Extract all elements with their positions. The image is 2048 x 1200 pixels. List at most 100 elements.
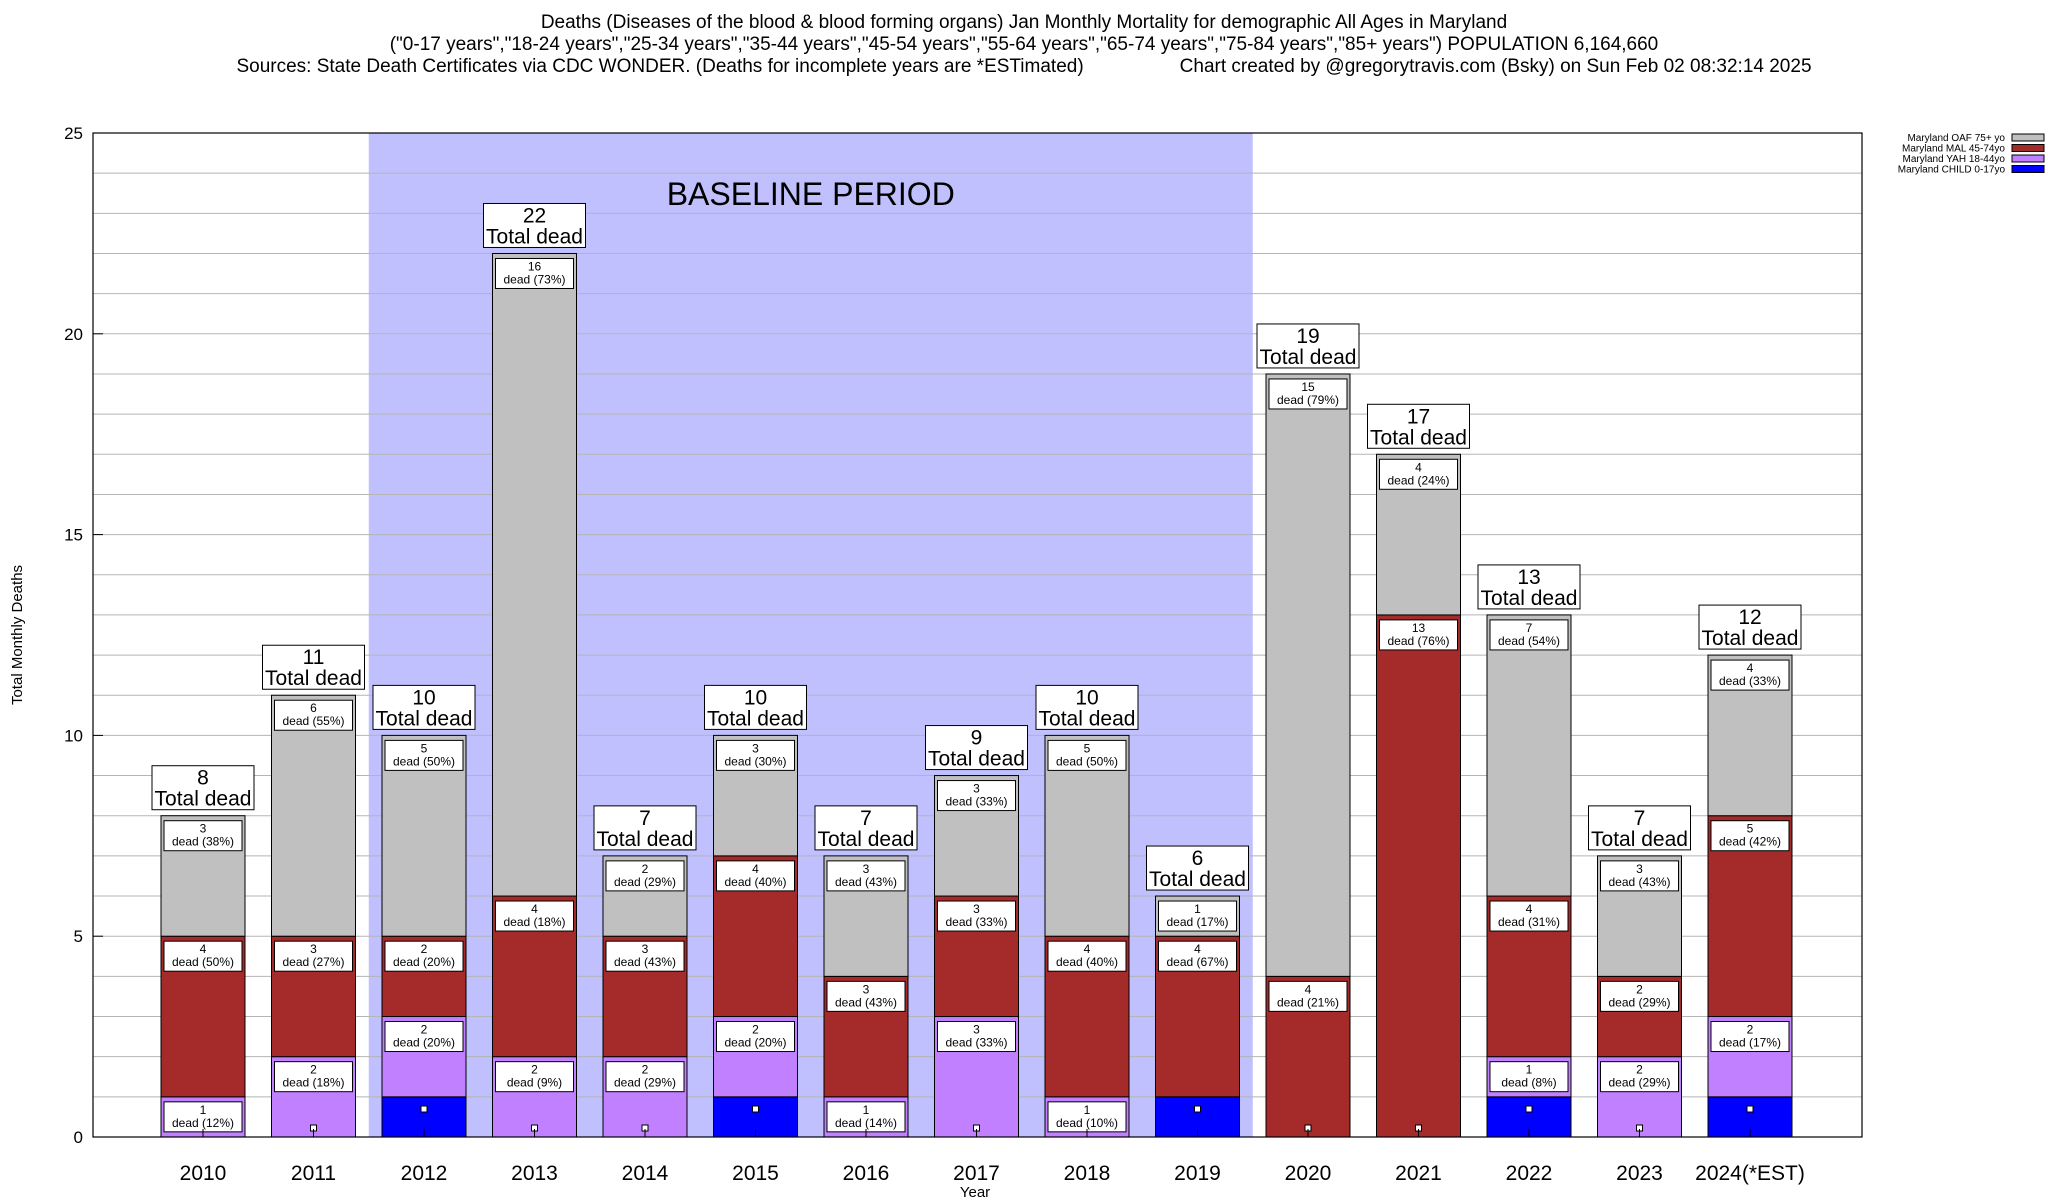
total-text-label: Total dead	[1039, 707, 1136, 730]
segment-label-box	[274, 1061, 353, 1093]
segment-count-label: 3	[310, 942, 317, 956]
segment-label-box	[1710, 659, 1790, 691]
y-tick-label: 0	[74, 1128, 83, 1147]
y-axis-title: Total Monthly Deaths	[9, 565, 26, 705]
segment-pct-label: dead (67%)	[1166, 955, 1228, 969]
total-text-label: Total dead	[1591, 828, 1688, 851]
legend-swatch	[2011, 154, 2045, 163]
segment-count-label: 4	[1305, 982, 1312, 996]
x-tick-label: 2017	[953, 1162, 1000, 1185]
bar-segment	[492, 252, 577, 897]
segment-pct-label: dead (9%)	[507, 1076, 562, 1090]
segment-count-label: 1	[1194, 902, 1201, 916]
segment-label-box	[1047, 940, 1127, 972]
segment-label-box	[1268, 980, 1348, 1012]
segment-pct-label: dead (18%)	[282, 1076, 344, 1090]
segment-count-label: 1	[200, 1103, 207, 1117]
segment-label-box	[1489, 900, 1569, 932]
segment-label-box	[384, 739, 464, 771]
bar-marker	[1746, 1105, 1754, 1113]
segment-label-box	[495, 900, 574, 932]
segment-label-box	[495, 257, 574, 289]
total-count-label: 11	[303, 646, 325, 669]
bar-segment	[1265, 373, 1351, 977]
x-tick-label: 2018	[1064, 1162, 1111, 1185]
segment-pct-label: dead (33%)	[945, 1036, 1007, 1050]
segment-count-label: 2	[752, 1023, 759, 1037]
y-tick-label: 20	[64, 325, 83, 344]
segment-count-label: 4	[531, 902, 538, 916]
x-tick-label: 2023	[1616, 1162, 1663, 1185]
segment-count-label: 3	[863, 982, 870, 996]
segment-label-box	[163, 1101, 243, 1133]
total-count-label: 6	[1192, 847, 1204, 870]
x-tick-label: 2015	[732, 1162, 779, 1185]
x-tick-label: 2020	[1285, 1162, 1332, 1185]
y-tick-label: 15	[64, 526, 83, 545]
segment-label-box	[826, 980, 906, 1012]
segment-pct-label: dead (43%)	[835, 995, 897, 1009]
segment-label-box	[937, 1021, 1016, 1053]
total-text-label: Total dead	[376, 707, 473, 730]
total-label-box	[372, 684, 476, 730]
total-count-label: 7	[639, 807, 651, 830]
segment-count-label: 3	[752, 741, 759, 755]
x-tick-label: 2024(*EST)	[1695, 1162, 1805, 1185]
x-tick-label: 2022	[1506, 1162, 1553, 1185]
segment-count-label: 4	[1194, 942, 1201, 956]
segment-count-label: 2	[421, 1023, 428, 1037]
segment-label-box	[274, 699, 353, 731]
segment-pct-label: dead (33%)	[1719, 674, 1781, 688]
bar-marker	[420, 1105, 428, 1113]
x-tick-label: 2011	[291, 1162, 336, 1185]
segment-label-box	[495, 1061, 574, 1093]
segment-count-label: 3	[1636, 862, 1643, 876]
segment-label-box	[605, 1061, 685, 1093]
segment-label-box	[716, 1021, 795, 1053]
x-tick-label: 2014	[622, 1162, 669, 1185]
legend-label: Maryland MAL 45-74yo	[1902, 144, 2005, 155]
segment-pct-label: dead (17%)	[1719, 1036, 1781, 1050]
segment-count-label: 3	[973, 902, 980, 916]
segment-pct-label: dead (50%)	[393, 754, 455, 768]
bar-segment	[271, 694, 356, 937]
segment-count-label: 4	[1526, 902, 1533, 916]
segment-label-box	[826, 1101, 906, 1133]
total-text-label: Total dead	[1260, 346, 1357, 369]
total-label-box	[704, 684, 807, 730]
segment-count-label: 16	[528, 259, 542, 273]
total-label-box	[1477, 564, 1581, 610]
segment-label-box	[1600, 1061, 1679, 1093]
segment-pct-label: dead (40%)	[724, 875, 786, 889]
segment-count-label: 4	[200, 942, 207, 956]
legend-swatch	[2011, 133, 2045, 142]
x-tick-label: 2013	[511, 1162, 558, 1185]
segment-pct-label: dead (29%)	[1608, 995, 1670, 1009]
legend-label: Maryland CHILD 0-17yo	[1898, 165, 2006, 176]
segment-label-box	[937, 900, 1016, 932]
segment-label-box	[605, 860, 685, 892]
segment-count-label: 4	[752, 862, 759, 876]
segment-label-box	[1047, 739, 1127, 771]
total-label-box	[483, 202, 586, 248]
segment-pct-label: dead (54%)	[1498, 634, 1560, 648]
segment-count-label: 2	[1636, 982, 1643, 996]
bar-marker	[1525, 1105, 1533, 1113]
legend-swatch	[2011, 165, 2045, 173]
segment-label-box	[716, 739, 795, 771]
chart-title-block: Deaths (Diseases of the blood & blood fo…	[0, 12, 2048, 78]
segment-pct-label: dead (79%)	[1277, 393, 1339, 407]
total-text-label: Total dead	[155, 788, 252, 811]
segment-pct-label: dead (27%)	[282, 955, 344, 969]
segment-label-box	[163, 940, 243, 972]
segment-pct-label: dead (10%)	[1056, 1116, 1118, 1130]
segment-label-box	[1268, 378, 1348, 410]
chart-subtitle: ("0-17 years","18-24 years","25-34 years…	[389, 34, 1659, 55]
segment-count-label: 1	[1084, 1103, 1091, 1117]
segment-count-label: 4	[1084, 942, 1091, 956]
total-count-label: 19	[1296, 325, 1319, 348]
baseline-period-label: BASELINE PERIOD	[667, 176, 955, 212]
total-label-box	[1146, 845, 1249, 891]
segment-label-box	[384, 940, 464, 972]
